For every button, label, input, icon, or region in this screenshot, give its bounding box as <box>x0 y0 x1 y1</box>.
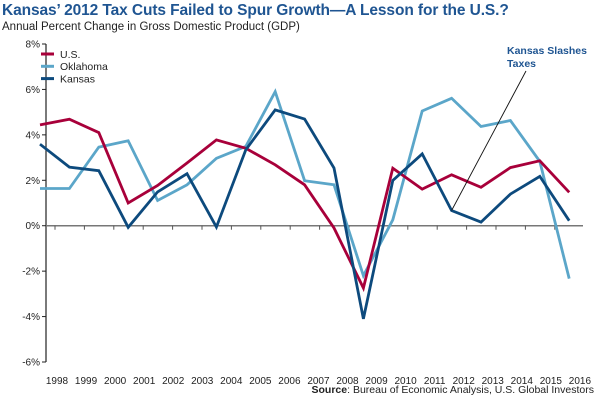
series-line-kansas <box>39 108 571 320</box>
y-tick-label: 6% <box>26 85 41 96</box>
y-tick-label: 2% <box>26 176 41 187</box>
annotation-pointer <box>451 70 527 211</box>
axes: 8% 6% 4% 2% 0% -2% -4% -6% 1998 1999 2000 2001 2002 2… <box>22 40 591 388</box>
x-tick-label: 1998 <box>46 376 69 387</box>
chart-subtitle: Annual Percent Change in Gross Domestic … <box>2 21 300 33</box>
x-tick-label: 2001 <box>133 376 156 387</box>
x-tick-label: 1999 <box>75 376 98 387</box>
x-tick-label: 2015 <box>540 376 563 387</box>
y-tick-label: 8% <box>26 40 41 51</box>
y-tick-label: 4% <box>26 130 41 141</box>
x-tick-label: 2005 <box>249 376 272 387</box>
x-tick-label: 2011 <box>424 376 446 387</box>
y-tick-label: 0% <box>26 221 41 232</box>
x-tick-label: 2009 <box>365 376 388 387</box>
x-tick-label: 2016 <box>569 376 592 387</box>
annotation-text: Kansas Slashes <box>507 45 587 57</box>
annotation-text: Taxes <box>507 58 536 70</box>
x-tick-label: 2013 <box>482 376 505 387</box>
x-tick-label: 2014 <box>511 376 534 387</box>
series-lines <box>39 88 571 320</box>
y-tick-label: -4% <box>22 312 40 323</box>
x-tick-label: 2000 <box>104 376 127 387</box>
x-tick-label: 2008 <box>336 376 359 387</box>
source-label: Source <box>311 384 348 396</box>
source-note: Source: Bureau of Economic Analysis, U.S… <box>312 384 594 396</box>
x-tick-label: 2006 <box>278 376 301 387</box>
x-tick-label: 2003 <box>191 376 214 387</box>
x-tick-label: 2010 <box>394 376 417 387</box>
source-text: : Bureau of Economic Analysis, U.S. Glob… <box>347 384 594 396</box>
legend-label: U.S. <box>60 49 80 61</box>
legend-label: Kansas <box>60 73 95 85</box>
chart-title: Kansas’ 2012 Tax Cuts Failed to Spur Gro… <box>2 2 509 19</box>
x-tick-label: 2012 <box>453 376 476 387</box>
x-tick-label: 2004 <box>220 376 243 387</box>
y-tick-label: -6% <box>22 358 40 369</box>
legend-label: Oklahoma <box>60 61 108 73</box>
series-line-oklahoma <box>40 88 571 280</box>
y-tick-label: -2% <box>22 267 40 278</box>
series-line-u-s <box>39 117 571 293</box>
x-tick-label: 2007 <box>307 376 330 387</box>
x-tick-label: 2002 <box>162 376 185 387</box>
